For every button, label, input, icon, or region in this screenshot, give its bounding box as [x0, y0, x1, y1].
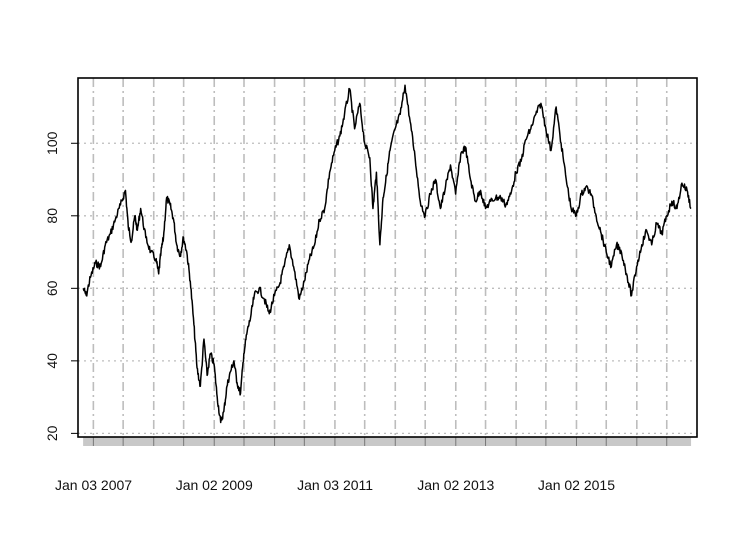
y-tick-label: 80	[44, 208, 60, 224]
series	[82, 84, 692, 424]
y-tick-label: 20	[44, 425, 60, 441]
x-tick-label: Jan 03 2011	[297, 477, 373, 493]
x-tick-label: Jan 02 2015	[538, 477, 615, 493]
x-axis-bar	[83, 437, 692, 446]
x-tick-label: Jan 02 2013	[417, 477, 494, 493]
plot-frame	[77, 77, 698, 438]
y-tick-label: 100	[44, 131, 60, 155]
grid	[78, 78, 697, 437]
y-tick-label: 60	[44, 280, 60, 296]
x-tick-label: Jan 03 2007	[55, 477, 132, 493]
x-tick-label: Jan 02 2009	[176, 477, 253, 493]
y-tick-label: 40	[44, 353, 60, 369]
x-axis-band	[83, 437, 692, 446]
y-axis: 20 40 60 80 100	[44, 131, 78, 441]
x-axis: Jan 03 2007 Jan 02 2009 Jan 03 2011 Jan 02 …	[55, 477, 615, 493]
series-line	[82, 84, 692, 424]
